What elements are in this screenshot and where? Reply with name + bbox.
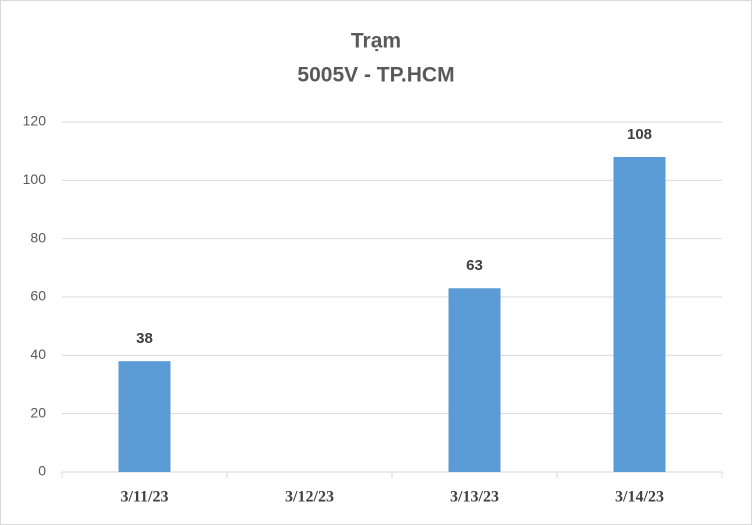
data-label: 38 <box>136 330 153 347</box>
bar <box>118 361 171 472</box>
x-tick-label: 3/13/23 <box>450 489 499 506</box>
bar <box>613 157 666 472</box>
y-tick-label: 60 <box>30 288 46 304</box>
y-tick-label: 0 <box>38 463 46 479</box>
y-tick-label: 120 <box>23 113 47 129</box>
x-tick-label: 3/14/23 <box>615 489 664 506</box>
chart-subtitle: 5005V - TP.HCM <box>297 64 454 87</box>
data-label: 108 <box>627 126 652 143</box>
y-tick-label: 40 <box>30 346 46 362</box>
y-tick-label: 80 <box>30 229 46 245</box>
data-label: 63 <box>466 257 483 274</box>
chart-title: Trạm <box>351 30 401 53</box>
x-tick-label: 3/12/23 <box>285 489 334 506</box>
x-tick-label: 3/11/23 <box>120 489 168 506</box>
bar <box>448 288 501 472</box>
y-tick-label: 20 <box>30 404 46 420</box>
y-tick-label: 100 <box>23 171 47 187</box>
